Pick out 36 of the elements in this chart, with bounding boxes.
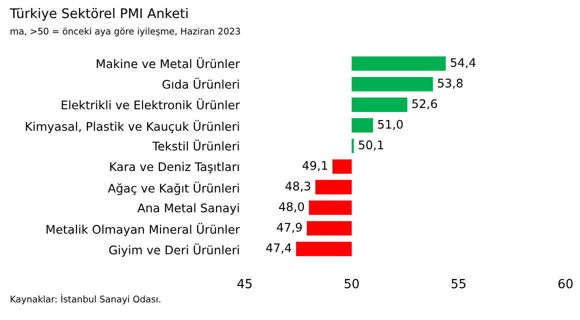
x-tick-label: 60 <box>558 278 573 288</box>
bar <box>332 159 352 174</box>
bar <box>308 200 352 215</box>
x-tick-label: 45 <box>237 279 252 288</box>
data-label: 50,1 <box>358 140 384 151</box>
y-tick-label: Kimyasal, Plastik ve Kauçuk Ürünleri <box>26 120 239 134</box>
text: Türkiye Sektörel PMI Anketi <box>10 8 188 21</box>
text: ma, >50 = önceki aya göre iyileşme, Haziran 2023 <box>10 28 240 36</box>
text: Kaynaklar: İstanbul Sanayi Odası. <box>10 294 160 304</box>
y-tick-label: Tekstil Ürünleri <box>152 140 239 151</box>
bar <box>352 98 408 112</box>
data-label: 47,9 <box>276 222 302 233</box>
y-tick-label: Gıda Ürünleri <box>162 78 239 89</box>
y-tick-label: Elektrikli ve Elektronik Ürünler <box>62 98 240 110</box>
y-tick-label: Ağaç ve Kağıt Ürünleri <box>108 182 239 195</box>
data-label: 47,4 <box>266 244 292 254</box>
data-label: 49,1 <box>302 161 328 172</box>
data-label: 54,4 <box>450 58 476 68</box>
bar <box>352 76 433 92</box>
bar <box>352 56 446 71</box>
y-tick-label: Makine ve Metal Ürünler <box>96 57 240 68</box>
data-label: 51,0 <box>378 120 403 130</box>
y-tick-label: Kara ve Deniz Taşıtları <box>110 162 239 174</box>
x-tick-label: 50 <box>344 278 359 288</box>
bar <box>306 221 352 236</box>
data-label: 48,3 <box>285 182 310 192</box>
data-label: 48,0 <box>279 202 304 212</box>
bar <box>296 242 352 256</box>
data-label: 52,6 <box>412 99 437 110</box>
bar <box>352 118 374 133</box>
bar <box>315 180 352 194</box>
y-tick-label: Ana Metal Sanayi <box>137 203 239 215</box>
x-tick-label: 55 <box>452 279 466 288</box>
y-tick-label: Giyim ve Deri Ürünleri <box>109 244 239 257</box>
y-tick-label: Metalik Olmayan Mineral Ürünler <box>46 222 240 236</box>
data-label: 53,8 <box>438 78 463 89</box>
